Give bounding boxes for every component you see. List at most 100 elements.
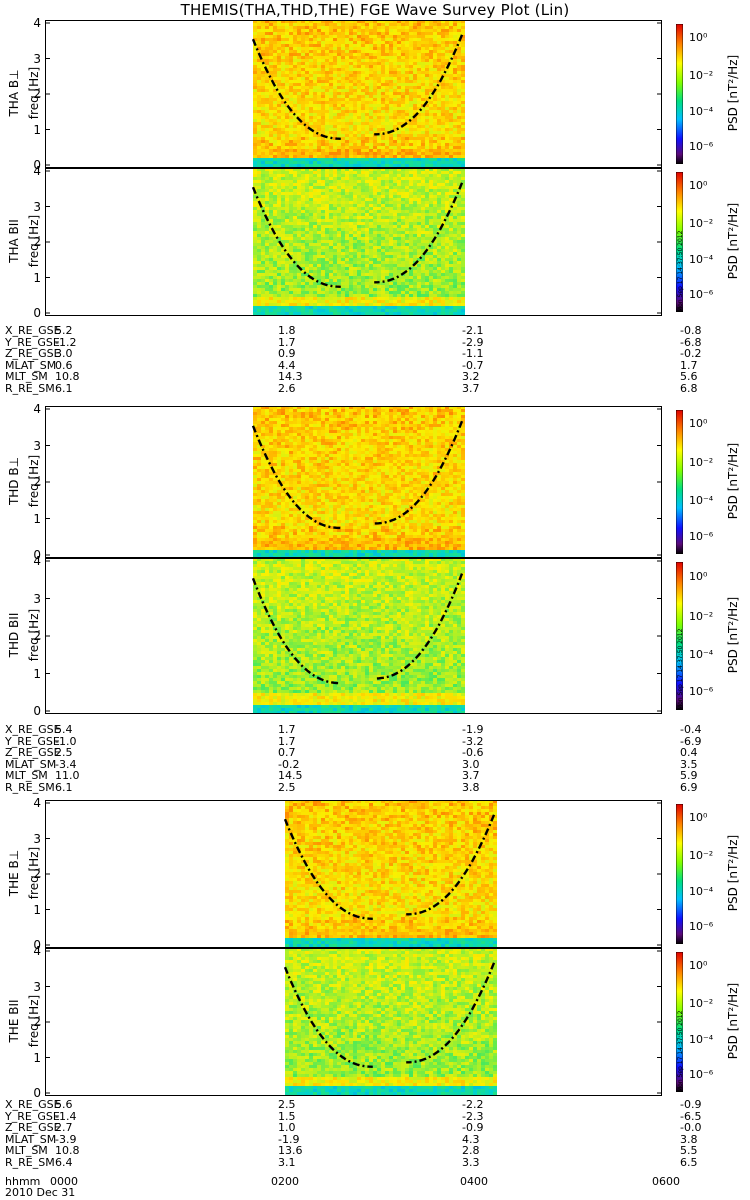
orbit-param-name: Y_RE_GSE	[5, 734, 60, 748]
freq-tick-label: 1	[33, 270, 41, 285]
orbit-param-value: -1.4	[55, 1109, 77, 1123]
orbit-param-value: 2.7	[55, 1121, 73, 1135]
freq-tick-label: 4	[33, 164, 41, 178]
colorbar-tick-label: 10⁻²	[689, 456, 714, 470]
orbit-param-value: 5.6	[55, 1098, 73, 1111]
curve-left	[283, 966, 373, 1068]
freq-tick-label: 0	[33, 158, 41, 172]
orbit-param-value: 3.0	[55, 347, 73, 361]
plot-title: THEMIS(THA,THD,THE) FGE Wave Survey Plot…	[180, 1, 570, 19]
orbit-param-value: 13.6	[278, 1144, 303, 1158]
colorbar-tick-label: 10⁻²	[689, 68, 714, 82]
timestamp-stamp: Mon Sep 17 14:37:50 2012	[677, 230, 684, 312]
orbit-param-value: 3.5	[680, 757, 698, 771]
freq-tick-label: 2	[33, 1015, 41, 1029]
freq-tick-label: 0	[33, 938, 41, 952]
heatmap-cells	[253, 558, 465, 714]
orbit-param-value: 3.0	[462, 757, 480, 771]
orbit-param-value: -6.9	[680, 734, 702, 748]
orbit-param-value: -2.2	[462, 1098, 484, 1111]
freq-tick-label: 1	[33, 666, 41, 681]
orbit-param-value: 5.2	[55, 324, 73, 337]
orbit-param-value: 2.5	[278, 781, 296, 794]
colorbar-label: PSD [nT²/Hz]	[726, 202, 740, 280]
orbit-param-value: 6.9	[680, 781, 698, 794]
orbit-param-value: 3.8	[680, 1132, 698, 1146]
colorbar-tick-label: 10⁻²	[689, 848, 714, 862]
orbit-param-value: 5.6	[680, 370, 698, 384]
freq-tick-label: 2	[33, 867, 41, 881]
freq-tick-label: 2	[33, 629, 41, 643]
colorbar-tick-label: 10⁻⁶	[689, 685, 714, 699]
time-tick-3: 0600	[652, 1175, 680, 1188]
orbit-param-value: 3.2	[462, 370, 480, 384]
orbit-param-value: -0.8	[680, 324, 702, 337]
orbit-param-value: -2.9	[462, 335, 484, 349]
heatmap-cells	[253, 406, 465, 558]
colorbar-label: PSD [nT²/Hz]	[726, 982, 740, 1060]
freq-axis-label: freq [Hz]	[27, 454, 41, 508]
orbit-param-value: 3.8	[462, 781, 480, 794]
orbit-param-value: -1.1	[462, 347, 484, 361]
orbit-param-value: -1.9	[278, 1132, 300, 1146]
curve-left	[251, 38, 341, 140]
spectrogram-panel	[45, 168, 662, 316]
orbit-param-value: -0.0	[680, 1121, 702, 1135]
orbit-param-value: 4.4	[278, 358, 296, 372]
curve-left	[251, 577, 341, 685]
freq-tick-label: 3	[33, 199, 41, 214]
orbit-param-value: 5.5	[680, 1144, 698, 1158]
orbit-param-value: -0.6	[462, 746, 484, 760]
colorbar-tick-label: 10⁰	[689, 811, 708, 824]
orbit-param-value: 5.4	[55, 723, 73, 736]
colorbar-tick-label: 10⁻⁶	[689, 529, 714, 543]
curve-right	[406, 962, 496, 1064]
time-tick-0: 0000	[50, 1175, 78, 1188]
orbit-param-value: 2.6	[278, 382, 296, 395]
orbit-param-value: -2.1	[462, 324, 484, 337]
orbit-param-value: -2.3	[462, 1109, 484, 1123]
colorbar	[676, 172, 683, 312]
orbit-param-name: MLAT_SM	[5, 757, 57, 771]
colorbar	[676, 804, 683, 944]
freq-tick-label: 2	[33, 87, 41, 101]
colorbar-tick-label: 10⁰	[689, 417, 708, 431]
freq-tick-label: 2	[33, 475, 41, 489]
orbit-param-value: 3.7	[462, 382, 480, 395]
panel-label: THE BII	[7, 999, 21, 1043]
orbit-param-value: -0.7	[462, 358, 484, 372]
orbit-param-value: -3.4	[55, 757, 77, 771]
freq-axis-label: freq [Hz]	[27, 846, 41, 900]
orbit-param-name: X_RE_GSE	[5, 723, 61, 736]
orbit-param-value: 14.5	[278, 769, 303, 783]
orbit-param-value: -0.9	[462, 1121, 484, 1135]
orbit-param-value: -0.2	[680, 347, 702, 361]
orbit-param-value: 6.1	[55, 781, 73, 794]
colorbar-tick-label: 10⁻⁴	[689, 105, 714, 119]
time-axis-label: hhmm	[5, 1175, 41, 1188]
orbit-param-name: R_RE_SM	[5, 382, 55, 395]
orbit-param-value: 1.8	[278, 324, 296, 337]
colorbar-tick-label: 10⁻⁴	[689, 648, 714, 662]
curve-right	[374, 34, 464, 136]
orbit-param-value: -3.9	[55, 1132, 77, 1146]
orbit-param-value: 6.5	[680, 1156, 698, 1169]
orbit-param-value: 3.7	[462, 769, 480, 783]
curve-left	[251, 425, 341, 530]
colorbar-tick-label: 10⁰	[689, 179, 708, 192]
orbit-param-name: MLT_SM	[5, 769, 48, 783]
orbit-param-value: 10.8	[55, 1144, 80, 1158]
orbit-param-value: 0.4	[680, 746, 698, 760]
colorbar-tick-label: 10⁻⁶	[689, 1068, 714, 1082]
orbit-param-name: R_RE_SM	[5, 1156, 55, 1169]
panel-label: THD B⊥	[7, 456, 21, 506]
orbit-param-value: 3.3	[462, 1156, 480, 1169]
freq-axis-label: freq [Hz]	[27, 608, 41, 662]
orbit-param-value: -1.0	[55, 734, 77, 748]
orbit-param-value: 11.0	[55, 769, 80, 783]
freq-tick-label: 3	[33, 979, 41, 994]
freq-tick-label: 1	[33, 511, 41, 526]
orbit-param-name: Y_RE_GSE	[5, 335, 60, 349]
time-tick-2: 0400	[460, 1175, 488, 1188]
orbit-param-value: 1.7	[278, 335, 296, 349]
